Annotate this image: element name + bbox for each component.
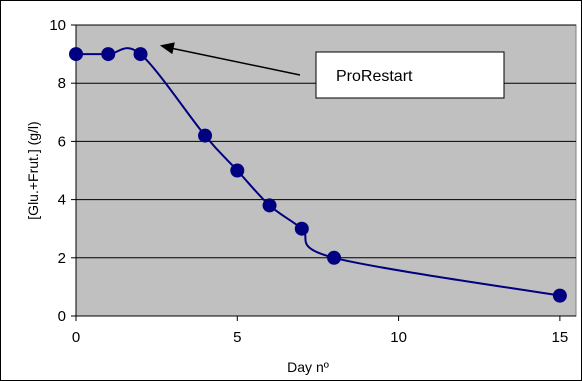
data-point-7 xyxy=(327,250,342,265)
data-point-8 xyxy=(552,288,567,303)
x-tick-label: 15 xyxy=(552,329,569,346)
series-line xyxy=(76,47,561,297)
y-axis-title: [Glu.+Frut.] (g/l) xyxy=(25,121,41,219)
x-tick-label: 10 xyxy=(390,329,407,346)
x-tick-label: 0 xyxy=(72,329,80,346)
data-point-5 xyxy=(262,198,277,213)
y-tick-label: 4 xyxy=(58,192,66,209)
data-point-0 xyxy=(69,47,83,62)
y-tick-labels: 0 2 4 6 8 10 xyxy=(49,17,66,325)
x-axis-title: Day nº xyxy=(287,359,329,375)
y-tick-label: 0 xyxy=(58,308,66,325)
y-tick-label: 6 xyxy=(58,133,66,150)
data-point-6 xyxy=(294,221,309,236)
y-tick-label: 10 xyxy=(49,17,66,34)
x-tick-labels: 0 5 10 15 xyxy=(72,329,568,346)
y-tick-label: 8 xyxy=(58,75,66,92)
axes xyxy=(71,24,576,321)
data-point-3 xyxy=(198,128,213,143)
annotation: ProRestart xyxy=(159,42,505,99)
y-tick-label: 2 xyxy=(58,250,66,267)
annotation-arrow xyxy=(169,47,301,76)
data-point-2 xyxy=(133,47,148,62)
data-point-1 xyxy=(101,47,116,62)
annotation-arrowhead xyxy=(159,42,175,55)
series-markers xyxy=(69,47,567,303)
annotation-text: ProRestart xyxy=(336,68,413,85)
data-point-4 xyxy=(230,163,245,178)
x-tick-label: 5 xyxy=(233,329,241,346)
annotation-box xyxy=(315,51,505,99)
